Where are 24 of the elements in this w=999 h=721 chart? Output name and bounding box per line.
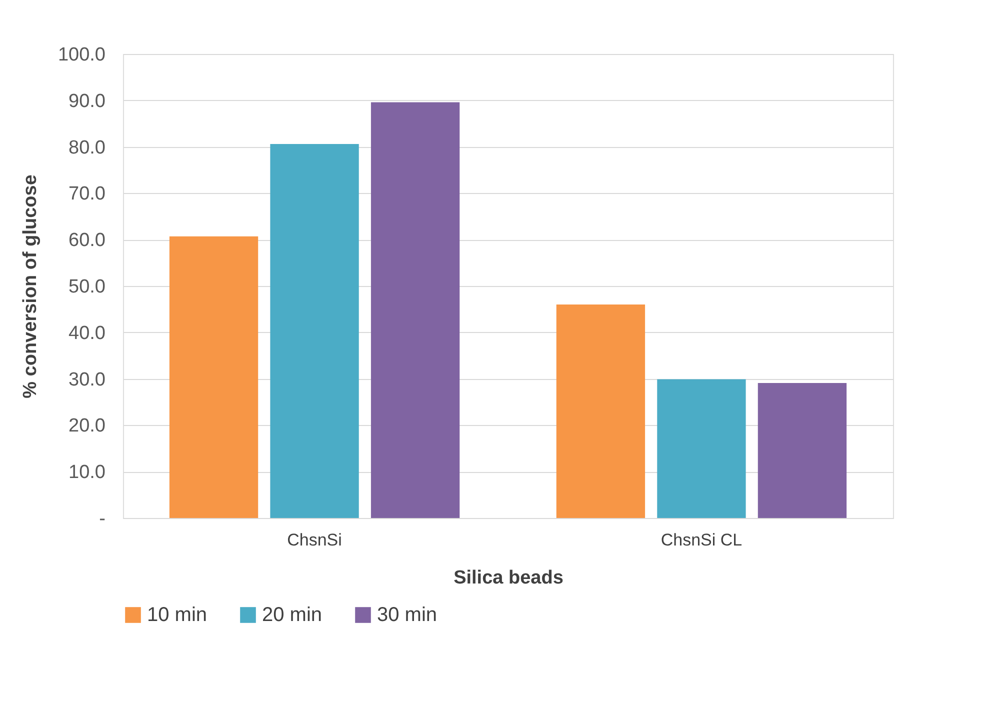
bar [758,382,847,518]
y-axis-title: % conversion of glucose [20,174,41,398]
y-tick-label: 100.0 [58,44,106,66]
y-tick-label: 70.0 [68,184,106,205]
y-tick-label: 90.0 [68,90,106,112]
y-tick-label: 20.0 [68,416,106,437]
legend-label: 20 min [262,604,322,626]
x-tick-label: ChsnSi CL [660,530,742,550]
y-tick-label: - [99,508,106,530]
bar [270,144,359,518]
bar [556,304,646,518]
legend-label: 30 min [377,604,438,626]
x-axis-title: Silica beads [454,568,564,588]
y-tick-label: 10.0 [68,462,106,484]
x-tick-label: ChsnSi [287,530,342,550]
y-tick-label: 40.0 [68,322,106,344]
bar [169,236,258,518]
y-tick-label: 60.0 [68,230,106,252]
y-tick-label: 50.0 [68,276,106,298]
y-tick-label: 80.0 [68,137,106,158]
bar [370,102,460,518]
y-tick-label: 30.0 [68,369,106,390]
bar [657,379,746,518]
legend-label: 10 min [147,604,208,626]
